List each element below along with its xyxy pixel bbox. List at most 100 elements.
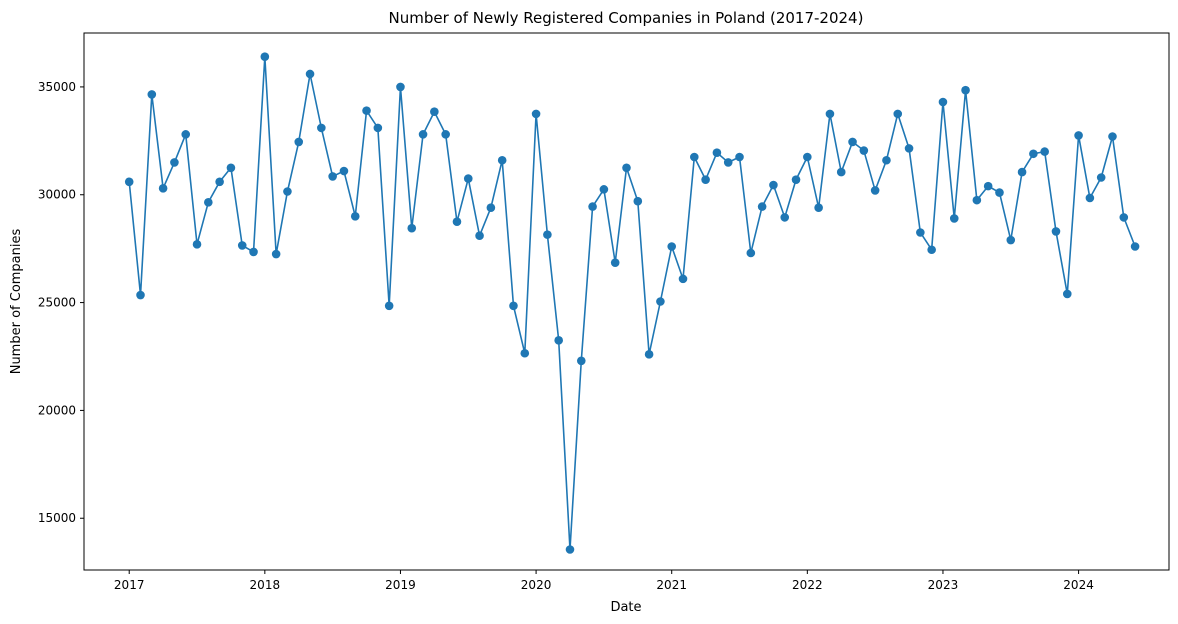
x-tick-label: 2017 [114,578,145,592]
data-point [441,130,450,139]
data-point [949,214,959,223]
x-tick-label: 2018 [250,578,281,592]
data-point [656,297,665,306]
data-point [882,155,891,165]
data-point [565,545,575,554]
data-point [769,180,778,190]
x-tick-label: 2019 [385,578,416,592]
data-point [543,230,552,239]
x-tick-label: 2021 [656,578,687,592]
data-point [486,203,496,212]
data-point [825,109,835,119]
data-point [249,247,258,257]
y-tick-label: 15000 [38,511,76,525]
data-point [610,258,620,267]
data-point [554,336,563,345]
series-line [128,55,1136,551]
data-point [588,202,597,211]
y-axis: 15000 20000 25000 30000 35000 [38,80,84,525]
data-point [124,177,134,187]
data-point [407,223,417,233]
data-point [531,109,541,119]
data-point [983,181,993,191]
data-point [893,109,903,119]
data-point [147,90,157,99]
data-point [904,144,914,153]
x-tick-label: 2022 [792,578,823,592]
data-point [1040,147,1049,156]
data-point [735,152,744,162]
data-point [294,137,304,147]
data-point [1062,289,1072,299]
data-point [701,175,710,184]
data-point [509,301,518,311]
data-point [418,130,428,139]
data-point [690,152,699,162]
data-point [746,248,756,258]
data-point [475,231,484,241]
data-point [576,356,586,366]
data-point [1130,242,1140,251]
data-point [1096,173,1106,182]
data-point [972,195,982,205]
data-point [1074,131,1083,140]
data-point [396,82,405,92]
data-point [667,242,677,251]
data-point [328,172,337,181]
data-point [870,186,880,195]
data-point [1029,149,1038,159]
data-point [158,183,168,193]
data-point [814,203,823,212]
data-point [283,187,292,196]
data-point [204,198,213,207]
data-point [271,249,281,259]
data-point [938,97,948,107]
data-point [780,213,790,222]
data-point [373,123,383,133]
data-point [215,177,224,187]
data-point [317,123,326,133]
x-tick-label: 2024 [1063,578,1094,592]
data-point [260,52,270,62]
data-point [803,152,812,162]
data-point [836,167,846,177]
x-axis-label: Date [610,600,641,615]
y-tick-label: 20000 [38,403,76,417]
y-tick-label: 25000 [38,296,76,310]
data-point [497,155,507,165]
data-point [430,107,439,117]
data-point [237,241,247,250]
plot-area [84,33,1169,570]
data-point [181,130,191,139]
y-tick-label: 30000 [38,188,76,202]
data-point [916,228,925,237]
series-layer [124,52,1140,554]
data-point [859,146,869,155]
data-point [848,137,857,147]
data-point [136,290,145,300]
plot-frame [83,32,1170,571]
data-point [961,85,970,95]
data-point [678,274,688,284]
data-point [384,301,394,311]
data-point [1085,193,1095,203]
data-point [520,348,530,358]
data-point [644,350,654,359]
data-point [192,240,202,249]
y-axis-label: Number of Companies [9,229,24,375]
data-point [1051,227,1061,236]
data-point [633,196,643,206]
data-point [723,158,733,167]
data-point [1108,132,1117,141]
x-tick-label: 2020 [521,578,552,592]
data-point [1017,167,1027,177]
data-point [305,69,315,79]
data-point [452,217,462,226]
data-point [362,106,371,115]
data-point [226,163,236,173]
data-point [1006,235,1016,245]
chart-title: Number of Newly Registered Companies in … [389,9,864,27]
x-axis: 2017 2018 2019 2020 2021 2022 2023 2024 [114,570,1094,592]
data-point [350,212,360,221]
